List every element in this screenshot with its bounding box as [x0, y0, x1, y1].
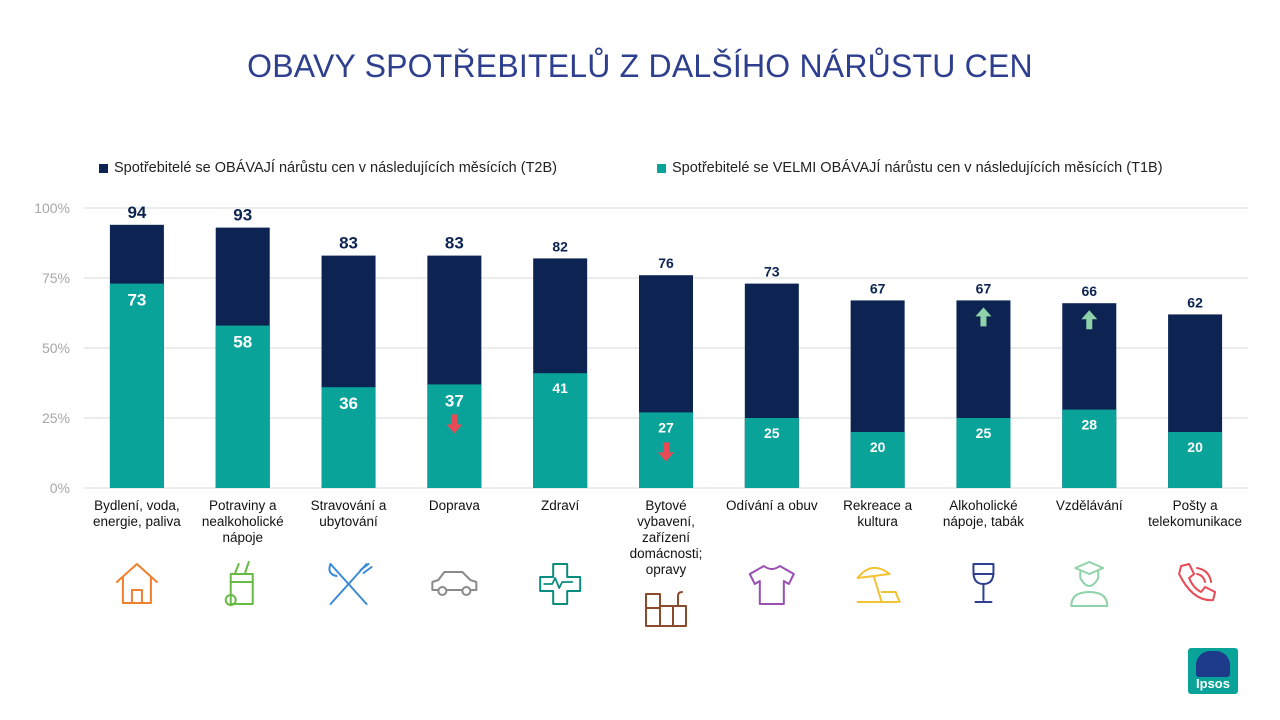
data-label-t1b: 27 — [658, 419, 674, 435]
car-icon — [431, 571, 478, 596]
data-label-t2b: 67 — [870, 280, 886, 296]
bar-t1b — [321, 387, 376, 488]
icon-layer — [115, 561, 1217, 627]
bar-t1b — [109, 283, 164, 488]
legend-label-t2b: Spotřebitelé se OBÁVAJÍ nárůstu cen v ná… — [114, 160, 557, 176]
wine-glass-icon — [972, 563, 995, 603]
data-label-t2b: 82 — [552, 238, 568, 254]
y-tick-label: 0% — [50, 480, 70, 496]
kitchen-icon — [645, 591, 687, 627]
data-label-t2b: 76 — [658, 255, 674, 271]
legend-swatch-t2b — [99, 163, 108, 173]
bar-t1b — [744, 418, 799, 488]
tshirt-icon — [748, 565, 795, 605]
arrow-up-icon — [975, 307, 992, 327]
category-label: Vzdělávání — [1056, 498, 1123, 513]
data-label-t1b: 36 — [339, 394, 358, 413]
category-label: Odívání a obuv — [726, 498, 818, 513]
legend-item-t2b: Spotřebitelé se OBÁVAJÍ nárůstu cen v ná… — [99, 160, 557, 176]
data-label-t1b: 73 — [127, 291, 146, 310]
arrow-down-icon — [446, 414, 463, 434]
category-label: Alkoholické nápoje, tabák — [943, 498, 1024, 529]
grocery-bag-icon — [224, 561, 254, 606]
health-cross-icon — [539, 563, 582, 605]
data-label-t1b: 58 — [233, 333, 252, 352]
y-tick-label: 50% — [42, 340, 70, 356]
data-label-t2b: 83 — [445, 234, 464, 253]
phone-icon — [1178, 563, 1217, 602]
data-label-t2b: 93 — [233, 206, 252, 225]
category-label: Bytové vybavení, zařízení domácnosti; opravy — [630, 498, 703, 577]
bar-t1b — [956, 418, 1011, 488]
house-icon — [115, 563, 158, 604]
data-label-t2b: 66 — [1081, 283, 1097, 299]
bar-t1b — [215, 325, 270, 488]
category-label: Potraviny a nealkoholické nápoje — [202, 498, 284, 545]
data-label-t2b: 73 — [764, 264, 780, 280]
bar-t1b — [427, 384, 482, 488]
category-label: Rekreace a kultura — [843, 498, 913, 529]
category-label: Doprava — [429, 498, 481, 513]
arrow-up-icon — [1081, 310, 1098, 330]
data-label-t1b: 20 — [1187, 439, 1203, 455]
bar-t1b — [1168, 432, 1223, 488]
bar-t1b — [533, 373, 588, 488]
ipsos-logo-text: Ipsos — [1196, 676, 1230, 691]
legend-label-t1b: Spotřebitelé se VELMI OBÁVAJÍ nárůstu ce… — [672, 160, 1163, 176]
category-label: Stravování a ubytování — [311, 498, 387, 529]
data-label-t1b: 37 — [445, 391, 464, 410]
category-label: Bydlení, voda, energie, paliva — [93, 498, 181, 529]
chart-title: OBAVY SPOTŘEBITELŮ Z DALŠÍHO NÁRŮSTU CEN — [247, 48, 1033, 84]
legend: Spotřebitelé se OBÁVAJÍ nárůstu cen v ná… — [0, 160, 1280, 182]
data-label-t1b: 41 — [552, 380, 568, 396]
data-label-t1b: 20 — [870, 439, 886, 455]
arrow-down-icon — [658, 442, 674, 462]
beach-umbrella-icon — [856, 567, 901, 603]
data-label-t2b: 62 — [1187, 294, 1203, 310]
y-tick-label: 75% — [42, 270, 70, 286]
data-label-t2b: 67 — [976, 280, 992, 296]
data-label-t1b: 25 — [976, 425, 992, 441]
legend-item-t1b: Spotřebitelé se VELMI OBÁVAJÍ nárůstu ce… — [657, 160, 1163, 176]
bar-layer — [109, 224, 1223, 489]
data-label-t2b: 94 — [127, 203, 146, 222]
data-label-t1b: 25 — [764, 425, 780, 441]
ipsos-logo-mark — [1196, 651, 1230, 677]
bar-t1b — [1062, 409, 1117, 488]
ipsos-logo: Ipsos — [1188, 648, 1238, 694]
graduate-icon — [1070, 561, 1109, 607]
fork-knife-icon — [328, 563, 373, 605]
bar-t1b — [850, 432, 905, 488]
legend-swatch-t1b — [657, 163, 666, 173]
data-label-t1b: 28 — [1081, 417, 1097, 433]
category-label: Pošty a telekomunikace — [1148, 498, 1242, 529]
label-layer: 94 73 Bydlení, voda, energie, paliva 93 58 Pot… — [93, 203, 1242, 577]
y-tick-label: 100% — [34, 200, 70, 216]
data-label-t2b: 83 — [339, 234, 358, 253]
category-label: Zdraví — [541, 498, 580, 513]
y-tick-label: 25% — [42, 410, 70, 426]
